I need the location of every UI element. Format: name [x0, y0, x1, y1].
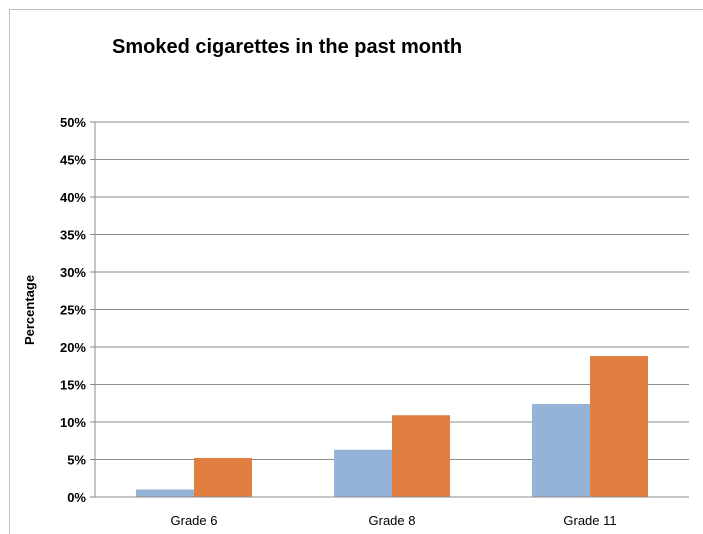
y-tick-label: 0%: [67, 490, 86, 505]
x-tick-label: Grade 11: [563, 513, 616, 528]
bar: [334, 449, 392, 497]
bar: [590, 356, 648, 497]
y-tick-label: 35%: [60, 228, 86, 243]
chart-title: Smoked cigarettes in the past month: [112, 36, 463, 58]
bars: [136, 356, 648, 497]
x-tick-labels: Grade 6 Grade 8 Grade 11: [171, 513, 617, 528]
x-tick-label: Grade 6: [171, 513, 218, 528]
y-tick-label: 50%: [60, 115, 86, 130]
axes: [94, 122, 689, 498]
y-tick-label: 30%: [60, 265, 86, 280]
bar: [392, 415, 450, 497]
y-tick-label: 15%: [60, 378, 86, 393]
x-tick-label: Grade 8: [369, 513, 416, 528]
y-tick-label: 40%: [60, 190, 86, 205]
y-tick-labels: 0% 5% 10% 15% 20% 25% 30% 35% 40% 45% 50%: [60, 115, 86, 505]
y-tick-label: 5%: [67, 453, 86, 468]
y-tick-label: 10%: [60, 415, 86, 430]
y-tick-label: 45%: [60, 153, 86, 168]
bar: [194, 458, 252, 497]
y-axis-title: Percentage: [22, 275, 37, 345]
bar: [532, 404, 590, 497]
y-tick-label: 25%: [60, 303, 86, 318]
bar: [136, 489, 194, 497]
y-tick-label: 20%: [60, 340, 86, 355]
